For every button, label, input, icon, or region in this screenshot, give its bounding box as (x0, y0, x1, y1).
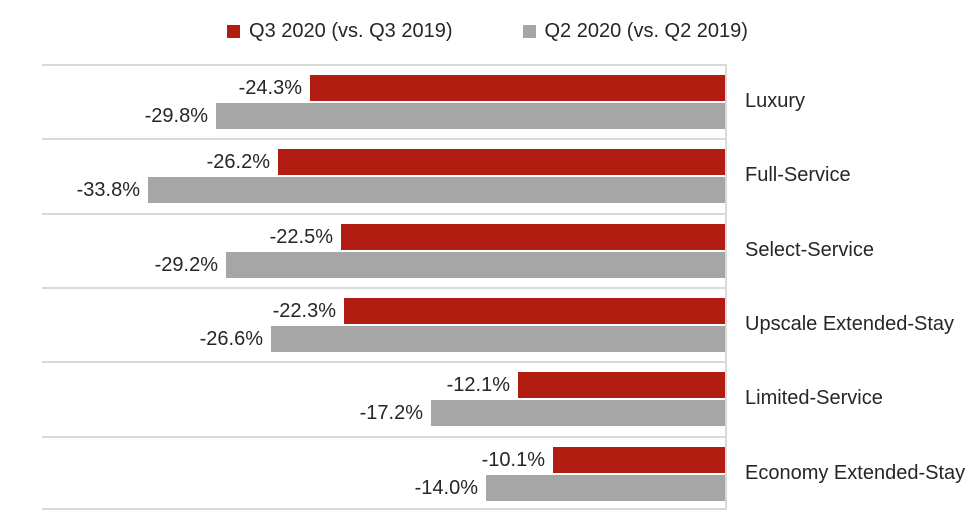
value-axis-line (725, 64, 727, 510)
data-label: -22.5% (269, 226, 333, 248)
category-label: Economy Extended-Stay (745, 461, 966, 484)
plot-area: -24.3% -29.8% -26.2% -33.8% -22.5% -29.2% -22.… (42, 64, 727, 510)
category-label: Full-Service (745, 163, 851, 186)
legend-label-q3-2020: Q3 2020 (vs. Q3 2019) (249, 20, 453, 42)
legend-swatch-q2-2020 (522, 25, 536, 38)
bar-q3-2020 (344, 298, 725, 324)
category-label: Limited-Service (745, 386, 883, 409)
gridline (42, 508, 725, 510)
bar-q2-2020 (271, 326, 725, 352)
bar-q3-2020 (518, 372, 725, 398)
data-label: -26.6% (199, 328, 263, 350)
gridline (42, 436, 725, 438)
bar-q3-2020 (278, 149, 725, 175)
chart-legend: Q3 2020 (vs. Q3 2019) Q2 2020 (vs. Q2 20… (0, 20, 975, 43)
category-label: Select-Service (745, 238, 874, 261)
bar-q2-2020 (486, 475, 725, 501)
bar-q2-2020 (216, 103, 725, 129)
legend-item-q3-2020: Q3 2020 (vs. Q3 2019) (227, 20, 453, 43)
bar-q3-2020 (341, 224, 725, 250)
legend-item-q2-2020: Q2 2020 (vs. Q2 2019) (522, 20, 748, 43)
bar-q2-2020 (431, 400, 725, 426)
data-label: -33.8% (76, 179, 140, 201)
category-label: Upscale Extended-Stay (745, 312, 955, 335)
data-label: -10.1% (481, 449, 545, 471)
category-label: Luxury (745, 89, 806, 112)
legend-label-q2-2020: Q2 2020 (vs. Q2 2019) (544, 20, 748, 42)
legend-swatch-q3-2020 (227, 25, 241, 38)
bar-q2-2020 (226, 252, 725, 278)
data-label: -24.3% (238, 77, 302, 99)
data-label: -22.3% (272, 300, 336, 322)
data-label: -17.2% (359, 402, 423, 424)
data-label: -29.2% (154, 254, 218, 276)
data-label: -29.8% (144, 105, 208, 127)
gridline (42, 138, 725, 140)
gridline (42, 287, 725, 289)
bar-q3-2020 (553, 447, 725, 473)
gridline (42, 213, 725, 215)
data-label: -14.0% (414, 477, 478, 499)
gridline (42, 64, 725, 66)
gridline (42, 361, 725, 363)
bar-q3-2020 (310, 75, 725, 101)
data-label: -12.1% (446, 374, 510, 396)
bar-q2-2020 (148, 177, 725, 203)
data-label: -26.2% (206, 151, 270, 173)
